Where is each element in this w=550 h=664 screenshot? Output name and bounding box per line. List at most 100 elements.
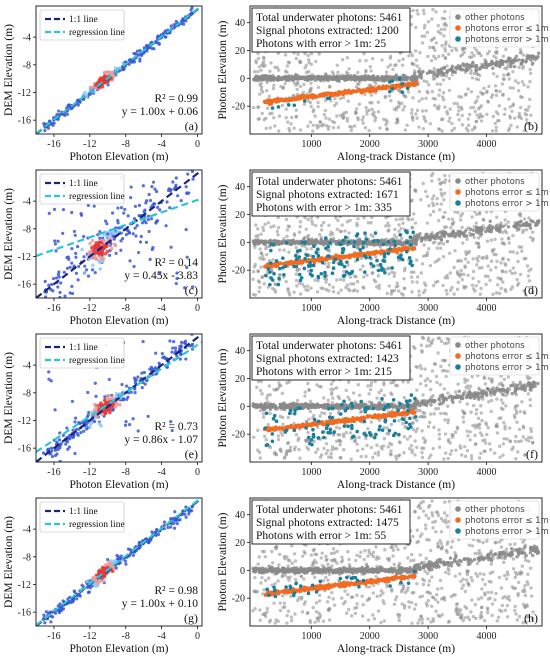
other-photon: [302, 102, 307, 106]
surface-photon: [346, 74, 351, 79]
other-photon: [309, 86, 313, 91]
other-photon: [358, 59, 362, 63]
other-photon: [261, 55, 266, 60]
scatter-point: [57, 275, 61, 279]
other-photon: [410, 290, 414, 294]
scatter-point: [77, 264, 81, 269]
other-photon: [509, 123, 513, 127]
other-photon: [302, 82, 306, 87]
other-photon: [305, 247, 309, 251]
other-photon: [457, 109, 461, 113]
other-photon: [494, 125, 498, 130]
other-photon: [375, 285, 379, 289]
scatter-point: [80, 583, 84, 587]
other-photon: [446, 52, 451, 56]
other-photon: [284, 107, 288, 111]
x-tick-label: -16: [47, 303, 60, 314]
other-photon: [437, 218, 441, 223]
scatter-point: [174, 281, 178, 286]
signal-photon-accurate: [329, 93, 333, 98]
other-photon: [374, 81, 378, 86]
land-photon: [501, 224, 506, 229]
scatter-point: [92, 204, 96, 208]
land-photon: [524, 59, 528, 63]
other-photon: [479, 53, 483, 58]
scatter-point: [158, 271, 162, 275]
land-photon: [530, 61, 535, 65]
other-photon: [506, 62, 511, 66]
scatter-point: [145, 44, 150, 48]
other-photon: [338, 113, 343, 118]
other-photon: [460, 113, 464, 118]
other-photon: [420, 97, 424, 101]
other-photon: [502, 112, 507, 117]
surface-photon: [381, 75, 385, 80]
scatter-point: [154, 41, 159, 45]
land-photon: [438, 230, 442, 234]
other-photon: [506, 258, 511, 262]
signal-photon-accurate: [403, 82, 408, 87]
scatter-point: [189, 8, 193, 12]
scatter-point: [140, 221, 145, 225]
scatter-point: [173, 510, 177, 514]
scatter-point: [49, 379, 53, 383]
other-photon: [319, 228, 324, 232]
y-axis-label: DEM Elevation (m): [3, 24, 15, 116]
legend-box: [39, 337, 125, 369]
legend-label-regression: regression line: [69, 192, 125, 202]
other-photon: [260, 275, 264, 280]
y-tick-label: -8: [23, 224, 31, 235]
other-photon: [321, 286, 325, 291]
other-photon: [477, 116, 481, 120]
r-squared-text: R² = 0.99: [155, 93, 199, 105]
other-photon: [397, 229, 401, 233]
other-photon: [370, 215, 374, 220]
other-photon: [422, 243, 426, 247]
other-photon: [497, 291, 502, 296]
other-photon: [280, 103, 285, 108]
other-photon: [508, 116, 512, 120]
other-photon: [386, 266, 390, 270]
density-point: [100, 252, 105, 256]
density-point: [113, 66, 118, 70]
other-photon: [495, 51, 499, 55]
other-photon: [286, 287, 290, 291]
other-photon: [295, 82, 300, 86]
other-photon: [506, 236, 511, 240]
scatter-point: [72, 229, 77, 234]
signal-photon-error: [325, 96, 330, 101]
other-photon: [521, 230, 525, 235]
land-photon: [488, 62, 492, 67]
scatter-point: [125, 397, 129, 401]
land-photon: [455, 67, 459, 71]
land-photon: [439, 67, 443, 71]
other-photon: [411, 8, 415, 13]
scatter-point: [172, 340, 176, 344]
scatter-point: [138, 240, 143, 244]
scatter-point: [98, 236, 102, 240]
other-photon: [295, 268, 299, 273]
other-photon: [443, 173, 447, 178]
surface-photon: [393, 77, 397, 81]
scatter-point: [146, 217, 150, 222]
other-photon: [316, 279, 320, 283]
scatter-point: [52, 207, 57, 211]
other-photon: [335, 278, 339, 282]
other-photon: [469, 68, 473, 73]
other-photon: [421, 127, 426, 131]
scatter-point: [93, 270, 97, 275]
other-photon: [275, 229, 280, 234]
other-photon: [430, 89, 435, 94]
other-photon: [362, 51, 366, 56]
scatter-point: [73, 420, 77, 424]
other-photon: [442, 191, 447, 195]
other-photon: [288, 129, 292, 133]
other-photon: [479, 119, 484, 123]
scatter-point: [184, 357, 188, 361]
other-photon: [457, 273, 461, 277]
other-photon: [525, 108, 530, 112]
surface-photon: [340, 76, 344, 80]
scatter-point: [44, 610, 48, 614]
scatter-point: [56, 272, 61, 277]
other-photon: [298, 224, 302, 229]
